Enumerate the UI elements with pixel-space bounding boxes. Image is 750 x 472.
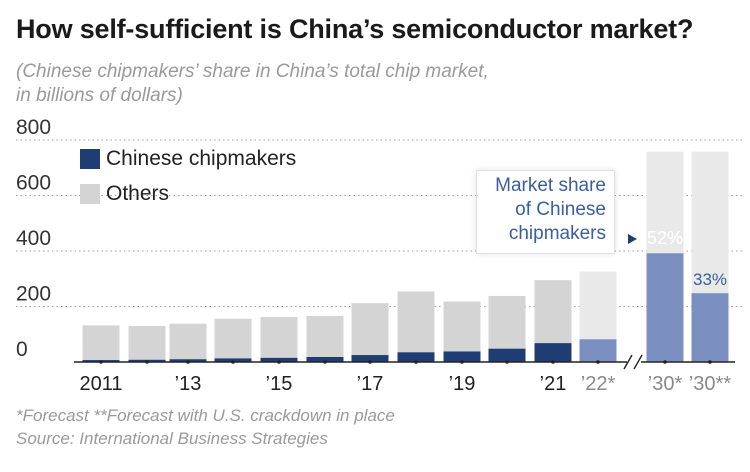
legend-swatch-chinese xyxy=(80,149,100,169)
x-tick-dot-7 xyxy=(414,360,418,364)
bar-others-10 xyxy=(534,280,572,344)
y-tick-label-400: 400 xyxy=(16,227,51,250)
x-tick-dot-5 xyxy=(323,360,327,364)
x-tick-dot-3 xyxy=(231,360,235,364)
axis-break-mark-1 xyxy=(623,354,633,370)
callout-line-2: of Chinese xyxy=(515,199,606,220)
bar-chinese-7 xyxy=(397,352,435,362)
x-tick-dot-6 xyxy=(368,360,372,364)
bar-others-3 xyxy=(214,318,252,359)
y-tick-label-0: 0 xyxy=(16,338,28,361)
bar-others-5 xyxy=(306,315,344,358)
bar-others-0 xyxy=(82,325,120,361)
x-tick-label-0: 2011 xyxy=(79,373,122,395)
legend-label-others: Others xyxy=(106,182,170,205)
x-tick-label-12: ’30* xyxy=(648,373,683,395)
bar-others-8 xyxy=(443,301,481,352)
chart-footnote: *Forecast **Forecast with U.S. crackdown… xyxy=(16,404,395,450)
y-tick-label-800: 800 xyxy=(16,116,51,139)
bar-others-12 xyxy=(646,151,684,254)
data-label-30-crackdown: 33% xyxy=(693,270,727,289)
x-tick-dot-8 xyxy=(460,360,464,364)
bar-others-11 xyxy=(579,271,617,340)
x-tick-dot-2 xyxy=(186,360,190,364)
x-tick-label-2: ’13 xyxy=(175,373,202,395)
footnote-forecast: *Forecast **Forecast with U.S. crackdown… xyxy=(16,406,395,425)
data-label-30-forecast: 52% xyxy=(647,228,683,248)
x-tick-label-8: ’19 xyxy=(449,373,476,395)
callout-line-1: Market share xyxy=(495,175,606,196)
x-tick-label-4: ’15 xyxy=(266,373,293,395)
bar-chinese-10 xyxy=(534,343,572,362)
bar-chinese-5 xyxy=(306,357,344,362)
subtitle-line-1: (Chinese chipmakers’ share in China’s to… xyxy=(16,61,489,82)
bar-others-7 xyxy=(397,291,435,353)
legend-chinese-chipmakers: Chinese chipmakers xyxy=(80,147,296,171)
x-tick-dot-9 xyxy=(505,360,509,364)
x-tick-label-10: ’21 xyxy=(540,373,567,395)
x-tick-dot-10 xyxy=(551,360,555,364)
callout-line-3: chipmakers xyxy=(508,223,606,244)
y-tick-label-200: 200 xyxy=(16,283,51,306)
x-tick-label-6: ’17 xyxy=(357,373,384,395)
bar-others-4 xyxy=(260,317,298,358)
bar-others-13 xyxy=(691,151,729,294)
y-tick-label-600: 600 xyxy=(16,172,51,195)
x-tick-label-11: ’22* xyxy=(581,373,616,395)
legend-swatch-others xyxy=(80,184,100,204)
bar-chinese-8 xyxy=(443,351,481,362)
chart-subtitle: (Chinese chipmakers’ share in China’s to… xyxy=(16,60,716,108)
bar-chinese-12 xyxy=(646,253,684,362)
callout-pointer xyxy=(628,234,637,244)
subtitle-line-2: in billions of dollars) xyxy=(16,85,183,106)
bar-chinese-13 xyxy=(691,293,729,362)
legend-others: Others xyxy=(80,182,169,206)
market-share-callout: Market share of Chinese chipmakers xyxy=(476,170,615,254)
x-tick-dot-0 xyxy=(99,360,103,364)
legend-label-chinese: Chinese chipmakers xyxy=(106,147,297,170)
bar-chinese-4 xyxy=(260,357,298,362)
bar-chinese-11 xyxy=(579,339,617,362)
axis-break-mark-2 xyxy=(633,354,643,370)
x-tick-dot-4 xyxy=(277,360,281,364)
footnote-source: Source: International Business Strategie… xyxy=(16,429,328,448)
bar-others-2 xyxy=(169,323,207,360)
bar-chinese-3 xyxy=(214,358,252,362)
x-tick-dot-11 xyxy=(596,360,600,364)
x-tick-dot-12 xyxy=(663,360,667,364)
bar-others-6 xyxy=(351,303,389,356)
bar-others-1 xyxy=(128,325,166,360)
bar-others-9 xyxy=(488,295,526,349)
x-tick-label-13: ’30** xyxy=(689,373,731,395)
x-tick-dot-13 xyxy=(708,360,712,364)
bar-chinese-9 xyxy=(488,348,526,362)
bar-chinese-6 xyxy=(351,355,389,362)
chart-title: How self-sufficient is China’s semicondu… xyxy=(16,14,694,44)
x-tick-dot-1 xyxy=(145,360,149,364)
